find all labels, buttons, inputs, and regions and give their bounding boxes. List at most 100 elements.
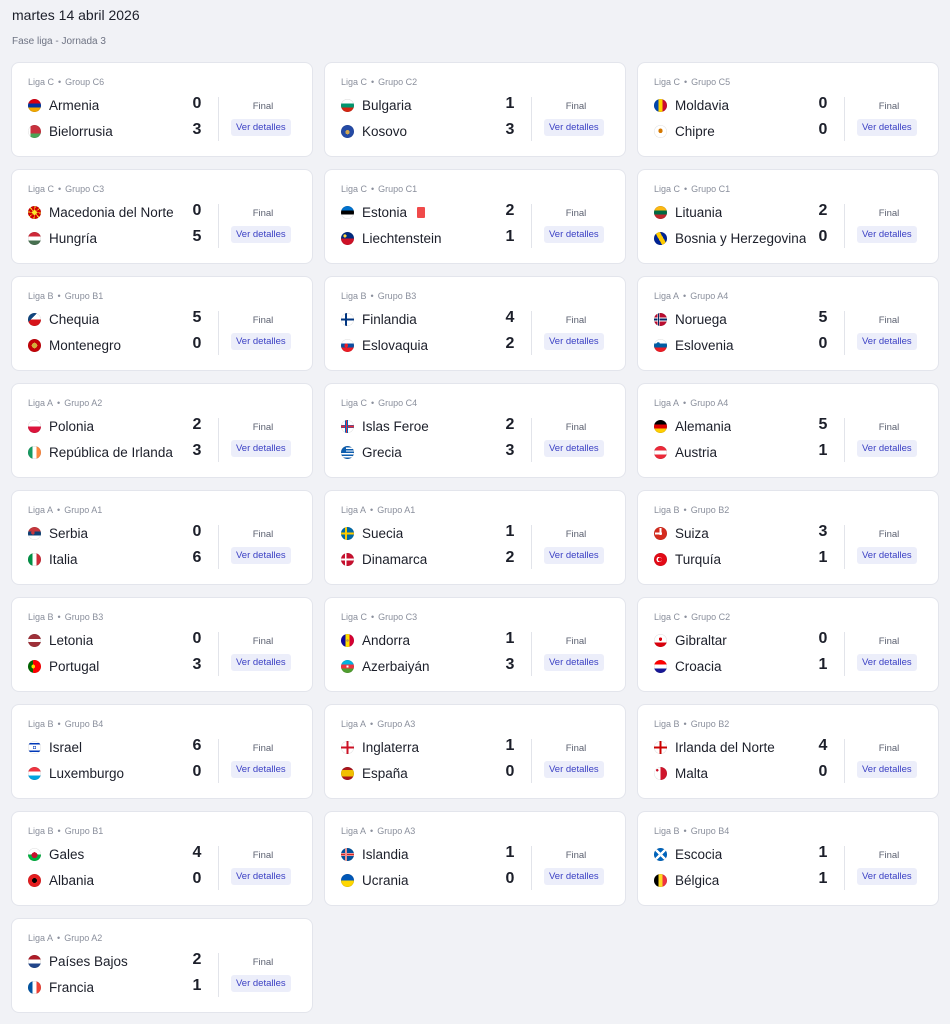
match-card: Liga C • Grupo C3 Macedonia del Norte 0 Hungr… [11, 169, 313, 264]
separator-dot: • [57, 505, 61, 515]
ireland-flag-icon [28, 445, 41, 459]
details-button[interactable]: Ver detalles [231, 761, 291, 778]
home-score: 1 [505, 737, 515, 754]
separator-dot: • [57, 291, 61, 301]
details-button[interactable]: Ver detalles [857, 440, 917, 457]
match-status: Final [252, 636, 274, 647]
match-meta: Liga A • Grupo A2 [28, 398, 102, 408]
details-button[interactable]: Ver detalles [231, 333, 291, 350]
match-status: Final [252, 422, 274, 433]
details-button[interactable]: Ver detalles [544, 547, 604, 564]
details-button[interactable]: Ver detalles [857, 226, 917, 243]
away-team: Dinamarca [341, 550, 519, 568]
league-label: Liga B [654, 505, 680, 515]
group-label: Grupo C2 [378, 77, 418, 87]
group-label: Grupo C4 [378, 398, 418, 408]
match-status: Final [878, 636, 900, 647]
liechtenstein-flag-icon [341, 231, 354, 245]
league-label: Liga C [341, 77, 368, 87]
details-button[interactable]: Ver detalles [231, 547, 291, 564]
portugal-flag-icon [28, 659, 41, 673]
details-button[interactable]: Ver detalles [857, 333, 917, 350]
away-team: Hungría [28, 229, 206, 247]
match-card: Liga C • Grupo C4 Islas Feroe 2 Grecia 3 Final V… [324, 383, 626, 478]
home-team-name: Chequia [49, 311, 100, 327]
match-card: Liga B • Grupo B4 Escocia 1 Bélgica 1 Final Ver … [637, 811, 939, 906]
away-score: 0 [505, 763, 515, 780]
details-button[interactable]: Ver detalles [544, 761, 604, 778]
group-label: Grupo C2 [691, 612, 731, 622]
details-button[interactable]: Ver detalles [231, 226, 291, 243]
group-label: Grupo C1 [691, 184, 731, 194]
israel-flag-icon [28, 740, 41, 754]
home-score: 5 [818, 309, 828, 326]
details-button[interactable]: Ver detalles [231, 975, 291, 992]
match-card: Liga C • Grupo C2 Gibraltar 0 Croacia 1 Final Ve… [637, 597, 939, 692]
home-team: Moldavia [654, 96, 832, 114]
match-status: Final [565, 743, 587, 754]
match-card: Liga B • Grupo B1 Gales 4 Albania 0 Final Ver de… [11, 811, 313, 906]
details-button[interactable]: Ver detalles [544, 333, 604, 350]
group-label: Grupo A4 [690, 291, 729, 301]
match-status: Final [878, 529, 900, 540]
match-meta: Liga B • Grupo B3 [341, 291, 416, 301]
away-team: Bielorrusia [28, 122, 206, 140]
away-score: 0 [818, 335, 828, 352]
separator-dot: • [683, 398, 687, 408]
details-button[interactable]: Ver detalles [544, 440, 604, 457]
details-button[interactable]: Ver detalles [231, 654, 291, 671]
separator-dot: • [57, 612, 61, 622]
group-label: Grupo B3 [377, 291, 417, 301]
czechia-flag-icon [28, 312, 41, 326]
match-card: Liga C • Grupo C5 Moldavia 0 Chipre 0 Final Ver … [637, 62, 939, 157]
home-team: Serbia [28, 524, 206, 542]
away-score: 6 [192, 549, 202, 566]
home-team-name: Gibraltar [675, 632, 727, 648]
league-label: Liga B [28, 291, 54, 301]
details-button[interactable]: Ver detalles [231, 119, 291, 136]
match-status: Final [565, 636, 587, 647]
group-label: Grupo A1 [377, 505, 416, 515]
away-team-name: Hungría [49, 230, 98, 246]
home-team-name: Bulgaria [362, 97, 412, 113]
details-button[interactable]: Ver detalles [857, 761, 917, 778]
away-team: Kosovo [341, 122, 519, 140]
separator-dot: • [371, 612, 375, 622]
league-label: Liga B [341, 291, 367, 301]
league-label: Liga A [341, 826, 367, 836]
details-button[interactable]: Ver detalles [544, 868, 604, 885]
divider [218, 97, 219, 141]
match-status: Final [252, 957, 274, 968]
match-grid: Liga C • Group C6 Armenia 0 Bielorrusia 3 Final… [11, 62, 939, 1013]
match-meta: Liga A • Grupo A1 [341, 505, 415, 515]
away-score: 1 [818, 656, 828, 673]
northern-ireland-flag-icon [654, 740, 667, 754]
home-team-name: Moldavia [675, 97, 730, 113]
serbia-flag-icon [28, 526, 41, 540]
away-score: 5 [192, 228, 202, 245]
group-label: Grupo B1 [64, 826, 104, 836]
away-team: Grecia [341, 443, 519, 461]
details-button[interactable]: Ver detalles [857, 868, 917, 885]
home-team: Chequia [28, 310, 206, 328]
details-button[interactable]: Ver detalles [857, 547, 917, 564]
details-button[interactable]: Ver detalles [231, 440, 291, 457]
details-button[interactable]: Ver detalles [231, 868, 291, 885]
home-team: Macedonia del Norte [28, 203, 206, 221]
away-team-name: España [362, 765, 408, 781]
details-button[interactable]: Ver detalles [544, 226, 604, 243]
details-button[interactable]: Ver detalles [544, 119, 604, 136]
away-team-name: Eslovenia [675, 337, 734, 353]
spain-flag-icon [341, 766, 354, 780]
details-button[interactable]: Ver detalles [857, 119, 917, 136]
details-button[interactable]: Ver detalles [544, 654, 604, 671]
lithuania-flag-icon [654, 205, 667, 219]
separator-dot: • [684, 184, 688, 194]
match-card: Liga A • Grupo A4 Alemania 5 Austria 1 Final Ver… [637, 383, 939, 478]
details-button[interactable]: Ver detalles [857, 654, 917, 671]
match-meta: Liga C • Grupo C3 [341, 612, 417, 622]
group-label: Grupo A2 [64, 933, 103, 943]
match-card: Liga A • Grupo A1 Suecia 1 Dinamarca 2 Final Ver… [324, 490, 626, 585]
away-team-name: Kosovo [362, 123, 408, 139]
away-score: 0 [818, 763, 828, 780]
